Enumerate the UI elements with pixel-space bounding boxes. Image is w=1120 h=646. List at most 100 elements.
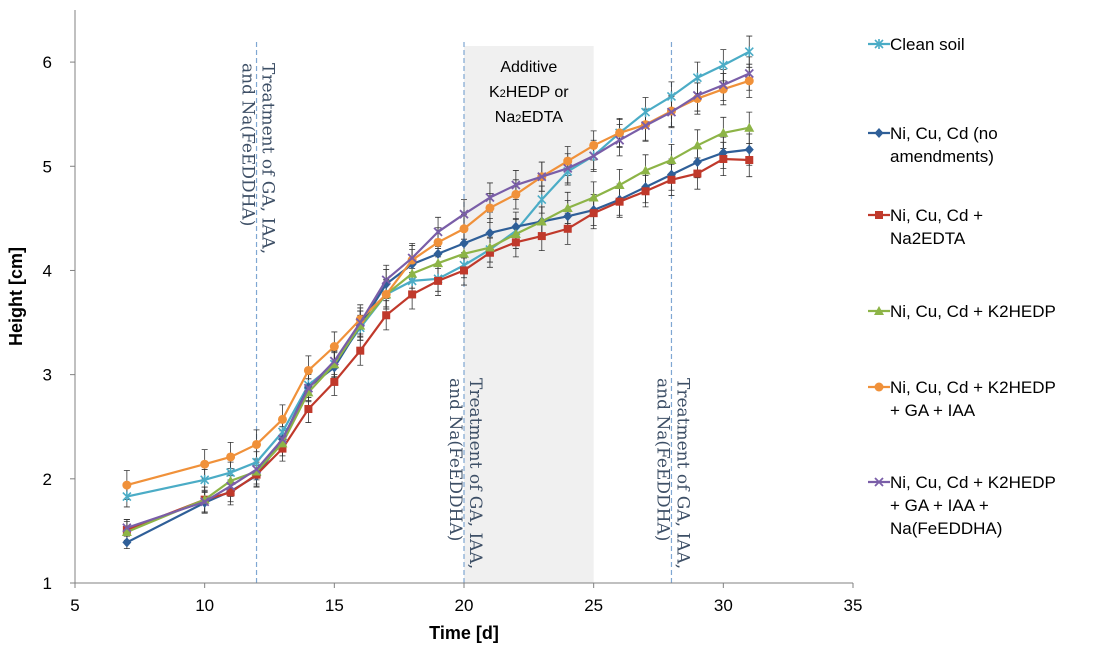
series-1-point-0	[122, 491, 132, 502]
additive-label-line2: K2HEDP or	[489, 84, 569, 101]
series-4-point-4	[277, 438, 288, 448]
y-tick-label: 6	[43, 53, 52, 72]
legend-swatch-marker	[875, 211, 883, 219]
series-1-point-21	[718, 60, 728, 71]
series-5-point-13	[511, 189, 521, 199]
y-tick-label: 3	[43, 366, 52, 385]
legend-entry-1: Clean soil	[868, 35, 965, 54]
series-4-point-11	[459, 248, 469, 258]
additive-label-line3-pre: Na	[495, 109, 516, 126]
series-layer	[121, 46, 755, 548]
legend-label-line: Ni, Cu, Cd + K2HEDP	[890, 378, 1056, 397]
series-2-point-12	[485, 227, 495, 238]
legend-label-line: Ni, Cu, Cd + K2HEDP	[890, 302, 1056, 321]
legend-swatch-marker	[874, 306, 884, 315]
series-4-point-12	[484, 242, 495, 252]
series-5-point-5	[303, 365, 313, 375]
series-3-point-14	[537, 232, 546, 241]
series-1-point-14	[537, 194, 547, 205]
series-2-point-20	[692, 157, 702, 168]
series-3-point-15	[563, 224, 572, 233]
legend-label-line: Na2EDTA	[890, 229, 966, 248]
x-tick-label: 25	[584, 596, 603, 615]
series-6-point-15	[563, 163, 573, 173]
series-6-point-1	[200, 497, 210, 507]
series-4-point-9	[407, 268, 418, 278]
axes-layer: 5 10 15 20 25 30 35 1 2 3 4 5 6 Time [d] Height [cm]	[6, 10, 862, 643]
series-6-point-17	[614, 135, 625, 145]
treatment-label-2-line1: Treatment of GA, IAA,	[465, 378, 485, 569]
series-5-point-22	[744, 76, 754, 86]
series-6-point-7	[355, 317, 365, 328]
series-2-point-15	[563, 211, 573, 222]
series-4-point-0	[121, 526, 132, 536]
series-2-point-22	[744, 144, 754, 155]
series-4	[121, 122, 755, 536]
series-6-point-5	[303, 383, 314, 393]
series-6-point-3	[251, 464, 262, 475]
series-6-point-12	[485, 192, 495, 203]
shaded-additive-region	[464, 46, 594, 583]
legend-label-line: amendments)	[890, 147, 994, 166]
x-tick-label: 20	[455, 596, 474, 615]
series-4-point-13	[510, 228, 521, 238]
series-5-point-0	[122, 480, 132, 490]
series-3-point-11	[460, 266, 468, 275]
series-3-point-10	[434, 276, 443, 285]
x-tick-label: 30	[714, 596, 733, 615]
additive-label-line2-sub: 2	[500, 88, 506, 100]
y-tick-label: 2	[43, 470, 52, 489]
legend-label-line: Na(FeEDDHA)	[890, 519, 1002, 538]
series-4-point-10	[433, 258, 444, 268]
series-5-point-16	[589, 140, 599, 150]
legend-swatch-marker	[874, 128, 884, 138]
series-5-point-4	[277, 414, 287, 424]
series-3-point-16	[589, 209, 598, 218]
series-6-point-11	[459, 209, 469, 219]
series-2-point-13	[511, 221, 521, 232]
treatment-label-3: Treatment of GA, IAA,and Na(FeEDDHA)	[652, 378, 692, 569]
series-4-point-3	[251, 466, 262, 476]
y-tick-label: 1	[43, 574, 52, 593]
series-3-point-4	[278, 444, 287, 453]
series-1-point-22	[744, 46, 754, 57]
series-6-point-16	[589, 151, 599, 161]
treatment-label-2: Treatment of GA, IAA,and Na(FeEDDHA)	[445, 378, 485, 569]
series-5-point-12	[485, 203, 495, 213]
series-4-point-6	[329, 359, 340, 369]
series-5-point-8	[381, 289, 391, 299]
series-4-point-17	[614, 180, 625, 190]
series-1-point-19	[666, 91, 677, 102]
series-5-point-11	[459, 224, 469, 234]
legend-label-line: Clean soil	[890, 35, 965, 54]
series-5-point-9	[407, 255, 417, 265]
treatment-lines-layer	[255, 42, 673, 583]
additive-label-line1: Additive	[500, 59, 557, 76]
series-4-point-15	[562, 202, 573, 212]
x-tick-label: 10	[195, 596, 214, 615]
y-tick-label: 4	[43, 261, 52, 280]
series-6-point-19	[666, 107, 677, 117]
series-3-point-9	[408, 290, 417, 299]
additive-label-line2-post: HEDP or	[506, 84, 570, 101]
series-5-point-2	[226, 452, 236, 462]
additive-label-line3-sub: 2	[515, 113, 521, 125]
legend-swatch-marker	[874, 382, 884, 392]
series-3-point-12	[485, 248, 494, 257]
series-2-point-10	[433, 248, 443, 259]
series-6-point-18	[640, 121, 651, 131]
additive-label-line2-pre: K	[489, 84, 500, 101]
series-6-point-22	[744, 68, 754, 79]
treatment-label-3-line1: Treatment of GA, IAA,	[672, 378, 692, 569]
series-6-point-4	[277, 434, 288, 444]
series-3-point-13	[511, 238, 520, 247]
series-6-point-13	[511, 180, 521, 190]
series-3-point-17	[615, 197, 624, 206]
x-tick-label: 15	[325, 596, 344, 615]
x-tick-label: 5	[70, 596, 79, 615]
series-4-point-14	[536, 216, 547, 226]
series-3-point-19	[667, 175, 676, 184]
